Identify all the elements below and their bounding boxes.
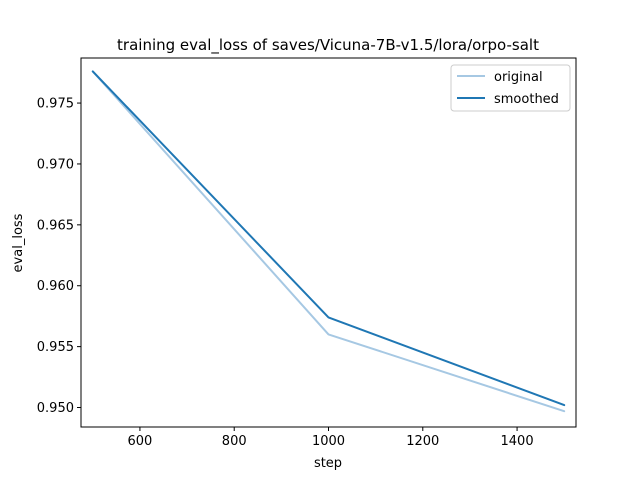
series-layer xyxy=(91,70,566,413)
y-tick-label: 0.960 xyxy=(37,279,74,294)
chart-title: training eval_loss of saves/Vicuna-7B-v1… xyxy=(117,36,539,55)
y-tick-label: 0.965 xyxy=(37,218,74,233)
y-tick-label: 0.955 xyxy=(37,340,74,355)
y-tick-label: 0.970 xyxy=(37,157,74,172)
series-line-smoothed xyxy=(91,70,566,407)
x-axis-label: step xyxy=(314,456,342,471)
legend-label-original: original xyxy=(494,70,543,85)
x-tick-label: 1200 xyxy=(406,434,439,449)
y-axis-label: eval_loss xyxy=(11,213,26,272)
x-tick-label: 800 xyxy=(222,434,247,449)
series-line-original xyxy=(91,70,566,413)
legend-label-smoothed: smoothed xyxy=(494,92,559,107)
x-tick-label: 600 xyxy=(128,434,153,449)
legend: original smoothed xyxy=(450,64,571,112)
y-tick-label: 0.950 xyxy=(37,401,74,416)
y-tick-label: 0.975 xyxy=(37,97,74,112)
x-tick-label: 1400 xyxy=(501,434,534,449)
y-axis-ticks: 0.950 0.955 0.960 0.965 0.970 0.975 xyxy=(37,97,81,416)
x-axis-ticks: 600 800 1000 1200 1400 xyxy=(128,427,534,449)
x-tick-label: 1000 xyxy=(312,434,345,449)
